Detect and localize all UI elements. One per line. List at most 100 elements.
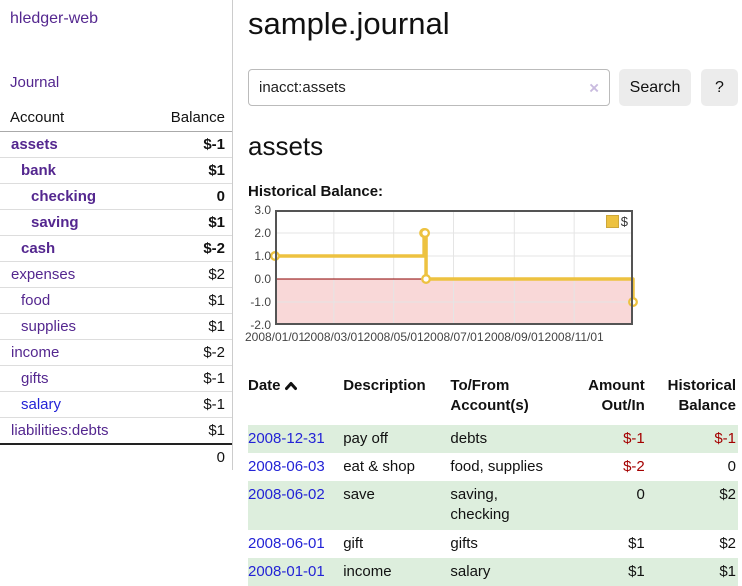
clear-search-icon[interactable]: × — [589, 79, 599, 96]
transaction-date-link[interactable]: 2008-06-03 — [248, 458, 325, 475]
legend-swatch — [606, 215, 619, 228]
transaction-balance: $2 — [647, 530, 738, 558]
account-row: income $-2 — [0, 340, 232, 366]
transaction-description: eat & shop — [343, 453, 450, 481]
account-link[interactable]: assets — [11, 136, 58, 153]
account-link[interactable]: bank — [21, 162, 56, 179]
transaction-accounts: saving, checking — [450, 481, 562, 530]
register-column-date[interactable]: Date — [248, 373, 343, 425]
x-tick-label: 2008/07/01 — [423, 330, 483, 344]
transaction-amount: 0 — [563, 481, 647, 530]
account-balance: $-1 — [148, 132, 232, 158]
transaction-accounts: food, supplies — [450, 453, 562, 481]
account-row: supplies$1 — [0, 314, 232, 340]
register-header-row: Date Description To/From Account(s) Amou… — [248, 373, 738, 425]
account-balance: $1 — [148, 418, 232, 445]
search-button[interactable]: Search — [619, 69, 691, 106]
account-balance: $-1 — [148, 392, 232, 418]
register-column-amount: Amount Out/In — [563, 373, 647, 425]
transaction-balance: 0 — [647, 453, 738, 481]
chart-heading: Historical Balance: — [248, 183, 738, 200]
account-row: expenses $2 — [0, 262, 232, 288]
y-tick-label: 2.0 — [248, 226, 271, 240]
account-row: assets $-1 — [0, 132, 232, 158]
transaction-date-link[interactable]: 2008-01-01 — [248, 563, 325, 580]
transaction-date-link[interactable]: 2008-06-01 — [248, 535, 325, 552]
account-link[interactable]: supplies — [21, 318, 76, 335]
y-tick-label: 3.0 — [248, 203, 271, 217]
account-balance: 0 — [148, 184, 232, 210]
account-balance: $1 — [148, 288, 232, 314]
y-tick-label: 1.0 — [248, 249, 271, 263]
x-tick-label: 2008/05/01 — [364, 330, 424, 344]
account-balance: $1 — [148, 158, 232, 184]
account-link[interactable]: salary — [21, 396, 61, 413]
x-tick-label: 2008/03/01 — [304, 330, 364, 344]
transaction-date-link[interactable]: 2008-12-31 — [248, 430, 325, 447]
search-input[interactable] — [248, 69, 610, 106]
register-table: Date Description To/From Account(s) Amou… — [248, 373, 738, 586]
sidebar-item-journal[interactable]: Journal — [10, 74, 232, 91]
page-title: sample.journal — [248, 6, 738, 42]
accounts-total-value: 0 — [148, 444, 232, 470]
transaction-amount: $-2 — [563, 453, 647, 481]
transaction-amount: $-1 — [563, 425, 647, 453]
account-link[interactable]: income — [11, 344, 59, 361]
accounts-table: Account Balance assets $-1 bank $1 checking 0… — [0, 106, 232, 470]
chart-legend: $ — [606, 214, 628, 229]
transaction-amount: $1 — [563, 530, 647, 558]
accounts-column-balance: Balance — [148, 106, 232, 132]
transaction-accounts: debts — [450, 425, 562, 453]
chart-plot-area: $ — [275, 210, 633, 325]
account-balance: $-1 — [148, 366, 232, 392]
account-balance: $-2 — [148, 340, 232, 366]
legend-label: $ — [621, 214, 628, 229]
account-link[interactable]: food — [21, 292, 50, 309]
account-link[interactable]: liabilities:debts — [11, 422, 109, 439]
register-column-balance: Historical Balance — [647, 373, 738, 425]
transaction-accounts: gifts — [450, 530, 562, 558]
transaction-description: gift — [343, 530, 450, 558]
account-row: salary $-1 — [0, 392, 232, 418]
x-tick-label: 2008/01/01 — [245, 330, 305, 344]
help-button[interactable]: ? — [701, 69, 738, 106]
account-row: saving$1 — [0, 210, 232, 236]
accounts-header-row: Account Balance — [0, 106, 232, 132]
account-link[interactable]: expenses — [11, 266, 75, 283]
sort-asc-icon — [285, 377, 297, 397]
account-row: bank $1 — [0, 158, 232, 184]
register-column-accounts: To/From Account(s) — [450, 373, 562, 425]
accounts-total-row: 0 — [0, 444, 232, 470]
transaction-description: pay off — [343, 425, 450, 453]
app-brand-link[interactable]: hledger-web — [10, 10, 232, 28]
register-column-date-label: Date — [248, 377, 281, 394]
transaction-balance: $2 — [647, 481, 738, 530]
sidebar: hledger-web Journal Account Balance asse… — [0, 0, 233, 470]
account-link[interactable]: checking — [31, 188, 96, 205]
chart-canvas — [275, 210, 633, 325]
transaction-balance: $-1 — [647, 425, 738, 453]
transaction-date-link[interactable]: 2008-06-02 — [248, 486, 325, 503]
y-tick-label: 0.0 — [248, 272, 271, 286]
account-balance: $2 — [148, 262, 232, 288]
account-link[interactable]: cash — [21, 240, 55, 257]
account-link[interactable]: saving — [31, 214, 79, 231]
account-row: food $1 — [0, 288, 232, 314]
account-balance: $-2 — [148, 236, 232, 262]
search-form: × Search ? — [248, 69, 738, 106]
account-row: checking 0 — [0, 184, 232, 210]
accounts-column-account: Account — [0, 106, 148, 132]
y-tick-label: -1.0 — [248, 295, 271, 309]
account-heading: assets — [248, 131, 738, 162]
account-row: liabilities:debts $1 — [0, 418, 232, 445]
transaction-description: save — [343, 481, 450, 530]
x-tick-label: 2008/11/01 — [545, 330, 604, 344]
account-link[interactable]: gifts — [21, 370, 49, 387]
x-tick-label: 2008/09/01 — [484, 330, 544, 344]
